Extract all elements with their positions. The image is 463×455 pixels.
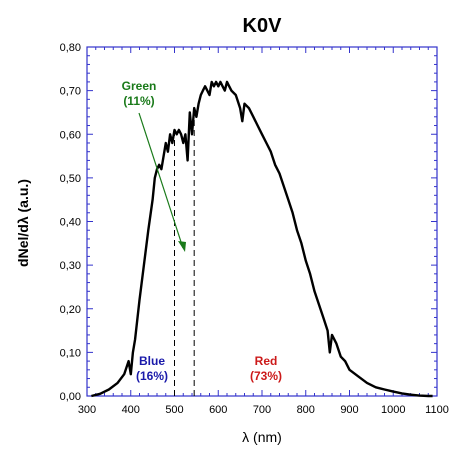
y-tick-label: 0,70 xyxy=(60,86,81,98)
y-axis-label: dNel/dλ (a.u.) xyxy=(15,179,31,267)
x-tick-label: 600 xyxy=(209,404,227,416)
band-boundaries xyxy=(174,108,195,396)
y-tick-label: 0,10 xyxy=(60,347,81,359)
y-tick-label: 0,80 xyxy=(60,42,81,54)
x-axis-label: λ (nm) xyxy=(242,429,282,445)
y-tick-label: 0,50 xyxy=(60,173,81,185)
y-tick-label: 0,20 xyxy=(60,304,81,316)
x-tick-label: 1100 xyxy=(425,404,449,416)
x-tick-label: 300 xyxy=(78,404,96,416)
x-tick-label: 500 xyxy=(165,404,183,416)
series-lines xyxy=(91,80,433,398)
annotation-green-label: Green xyxy=(122,79,157,93)
x-tick-label: 700 xyxy=(253,404,271,416)
y-tick-label: 0,40 xyxy=(60,217,81,229)
green-arrowhead-icon xyxy=(178,241,186,252)
x-tick-label: 800 xyxy=(297,404,315,416)
annotation-blue-percent: (16%) xyxy=(136,369,168,383)
green-arrow-line xyxy=(138,112,184,249)
green-arrow xyxy=(138,112,186,252)
annotation-red-percent: (73%) xyxy=(250,369,282,383)
x-tick-label: 400 xyxy=(122,404,140,416)
y-tick-label: 0,00 xyxy=(60,391,81,403)
x-tick-label: 900 xyxy=(340,404,358,416)
annotation-blue-label: Blue xyxy=(139,354,165,368)
chart-title: K0V xyxy=(243,15,283,37)
spectrum-line xyxy=(91,80,433,398)
annotation-green-percent: (11%) xyxy=(123,94,154,108)
y-tick-label: 0,30 xyxy=(60,260,81,272)
tick-labels: 300 400 500 600 700 800 900 1000 1100 0,00 0,10 0,2… xyxy=(60,42,449,416)
band-annotations: Green (11%) Blue (16%) Red (73%) xyxy=(122,79,282,383)
annotation-red-label: Red xyxy=(255,354,278,368)
axis-ticks xyxy=(86,46,438,397)
y-tick-label: 0,60 xyxy=(60,129,81,141)
x-tick-label: 1000 xyxy=(381,404,405,416)
